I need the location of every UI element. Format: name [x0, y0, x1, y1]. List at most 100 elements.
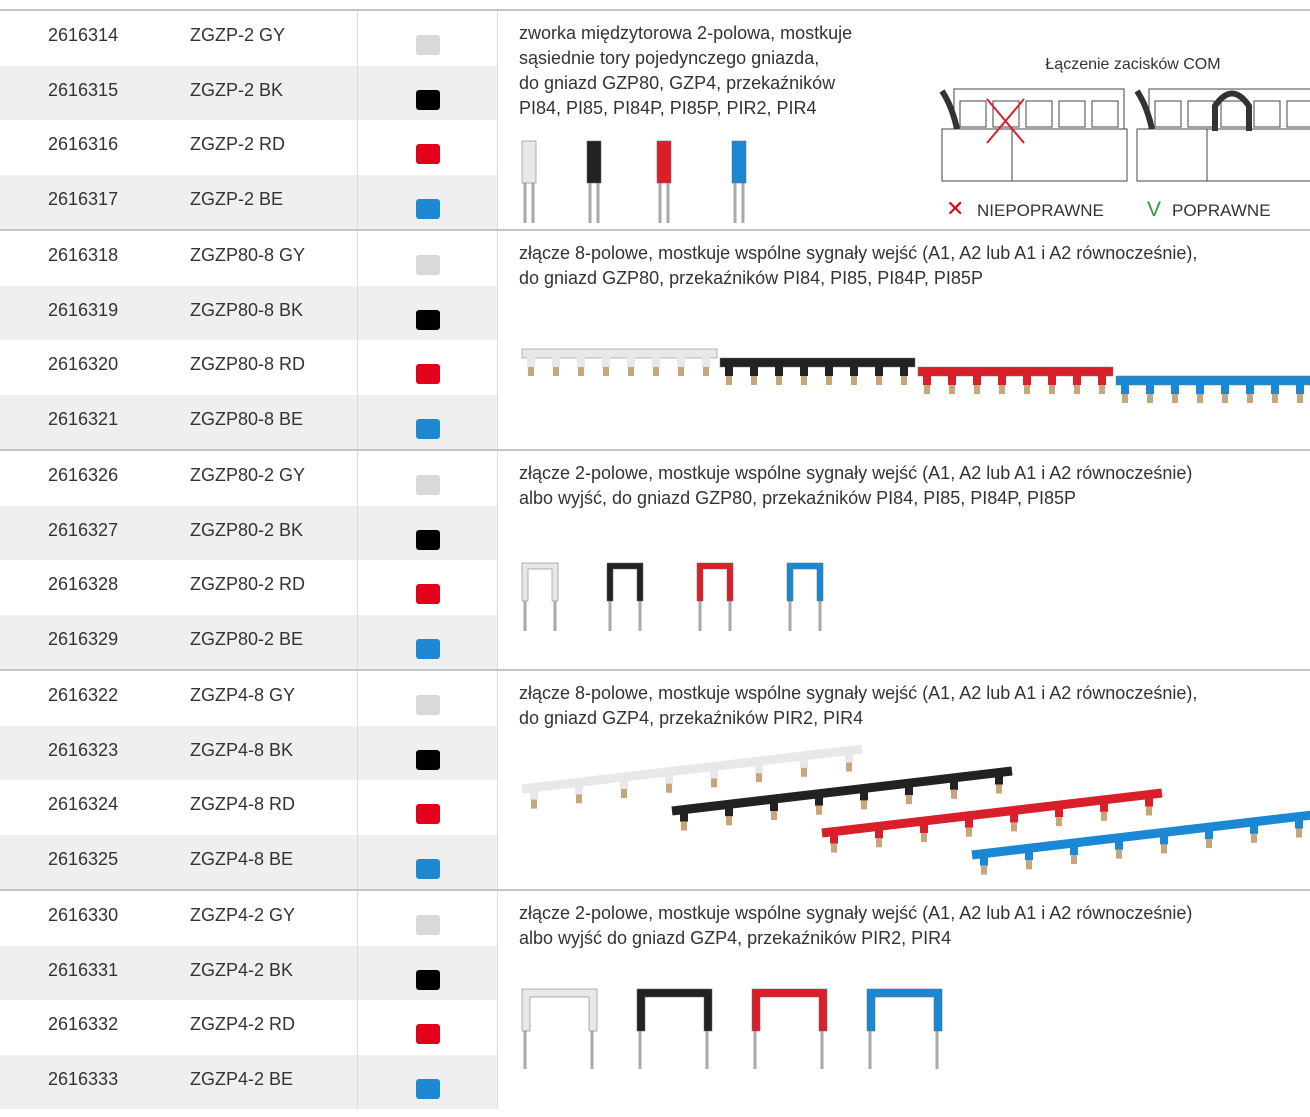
color-swatch [416, 310, 440, 330]
tooth [1296, 384, 1304, 394]
comb [522, 349, 717, 358]
bridge [787, 563, 823, 601]
pin-foot [621, 789, 627, 798]
tooth [775, 366, 783, 376]
pin-foot [1116, 850, 1122, 859]
pin-foot [1161, 844, 1167, 853]
color-swatch [416, 804, 440, 824]
product-code: 2616329 [48, 629, 118, 650]
tooth [875, 829, 883, 838]
tooth [905, 786, 913, 795]
tooth [665, 775, 673, 784]
pin-foot [974, 385, 980, 394]
product-code: 2616326 [48, 465, 118, 486]
color-swatch [416, 144, 440, 164]
tooth [1098, 375, 1106, 385]
pin-foot [924, 385, 930, 394]
comb [522, 749, 862, 789]
tooth [710, 769, 718, 778]
product-name: ZGZP4-8 RD [190, 794, 295, 815]
tooth [1100, 803, 1108, 812]
tooth [800, 366, 808, 376]
pin-foot [681, 822, 687, 831]
color-swatch [416, 859, 440, 879]
tooth [1115, 841, 1123, 850]
pin-foot [703, 367, 709, 376]
pin-foot [771, 811, 777, 820]
pin-foot [981, 866, 987, 875]
pin-foot [921, 833, 927, 842]
pin-foot [1101, 812, 1107, 821]
product-image [497, 671, 1310, 889]
tooth [552, 357, 560, 367]
pin-foot [751, 376, 757, 385]
pin-foot [1172, 394, 1178, 403]
socket [942, 129, 1127, 181]
tooth [725, 807, 733, 816]
product-name: ZGZP-2 BK [190, 80, 283, 101]
tooth [755, 764, 763, 773]
pin-foot [876, 376, 882, 385]
product-code: 2616327 [48, 520, 118, 541]
tooth [948, 375, 956, 385]
pin-foot [851, 376, 857, 385]
pin-foot [951, 790, 957, 799]
correct-label: POPRAWNE [1172, 201, 1271, 220]
color-swatch [416, 1079, 440, 1099]
tooth [923, 375, 931, 385]
color-swatch [416, 915, 440, 935]
pin-foot [1122, 394, 1128, 403]
product-name: ZGZP80-8 BK [190, 300, 303, 321]
tooth [677, 357, 685, 367]
pin-foot [1247, 394, 1253, 403]
pin-foot [1272, 394, 1278, 403]
pin-foot [996, 785, 1002, 794]
pin-foot [1024, 385, 1030, 394]
tooth [1171, 384, 1179, 394]
pin-foot [528, 367, 534, 376]
pin-foot [603, 367, 609, 376]
pin-foot [999, 385, 1005, 394]
pin-foot [949, 385, 955, 394]
pin-foot [1146, 807, 1152, 816]
pin-foot [801, 768, 807, 777]
bridge [637, 989, 712, 1031]
product-name: ZGZP80-8 GY [190, 245, 305, 266]
color-swatch [416, 419, 440, 439]
pin-foot [531, 800, 537, 809]
product-name: ZGZP4-2 BE [190, 1069, 293, 1090]
product-name: ZGZP4-2 BK [190, 960, 293, 981]
tooth [998, 375, 1006, 385]
tooth [1196, 384, 1204, 394]
tooth [725, 366, 733, 376]
product-code: 2616318 [48, 245, 118, 266]
product-name: ZGZP80-2 BK [190, 520, 303, 541]
page: 2616314ZGZP-2 GY2616315ZGZP-2 BK2616316Z… [0, 0, 1310, 1117]
pin-foot [553, 367, 559, 376]
tooth [1295, 820, 1303, 829]
tooth [1246, 384, 1254, 394]
tooth [825, 366, 833, 376]
pin-foot [678, 367, 684, 376]
bridge [697, 563, 733, 601]
color-swatch [416, 255, 440, 275]
tooth [1073, 375, 1081, 385]
product-code: 2616330 [48, 905, 118, 926]
product-code: 2616321 [48, 409, 118, 430]
pin-foot [711, 778, 717, 787]
comb [918, 367, 1113, 376]
jumper [657, 141, 671, 183]
tooth [815, 797, 823, 806]
tooth [980, 857, 988, 866]
pin-foot [966, 828, 972, 837]
product-image: Łączenie zacisków COM✕NIEPOPRAWNEVPOPRAW… [497, 11, 1310, 229]
color-swatch [416, 199, 440, 219]
pin-foot [628, 367, 634, 376]
tooth [1010, 813, 1018, 822]
tooth [702, 357, 710, 367]
product-code: 2616325 [48, 849, 118, 870]
tooth [900, 366, 908, 376]
tooth [875, 366, 883, 376]
product-code: 2616314 [48, 25, 118, 46]
